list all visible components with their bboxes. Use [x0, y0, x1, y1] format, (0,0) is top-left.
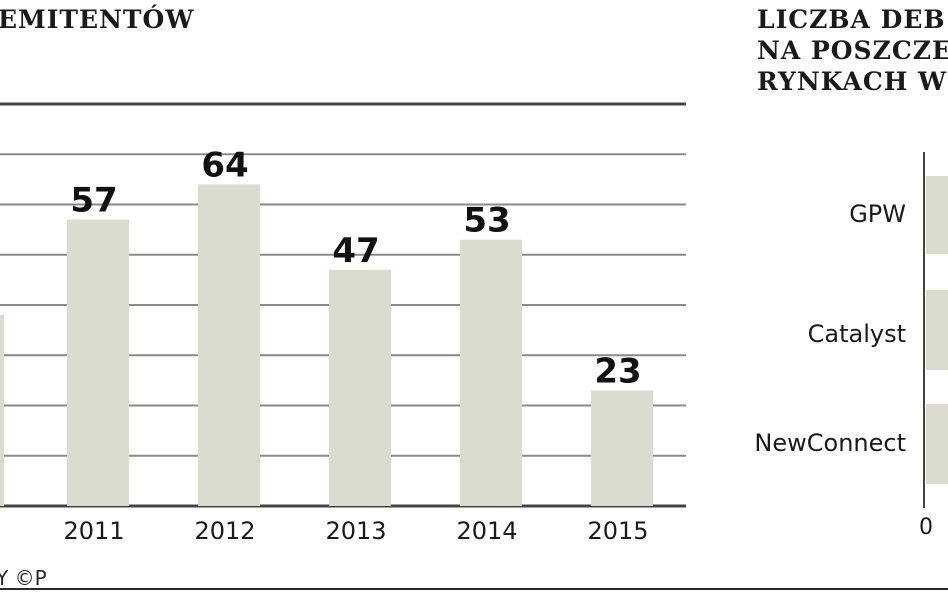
left-bars	[0, 184, 653, 507]
left-x-tick-2015: 2015	[587, 517, 648, 545]
right-category-labels: GPW Catalyst NewConnect	[754, 200, 906, 457]
right-bars	[926, 176, 948, 484]
left-x-tick-2011: 2011	[63, 517, 124, 545]
left-bar-2011	[67, 219, 129, 506]
left-x-tick-labels: 2011 2012 2013 2014 2015	[63, 517, 648, 545]
right-chart-title: LICZBA DEB NA POSZCZE RYNKACH W	[757, 4, 948, 97]
right-x-tick-0: 0	[919, 515, 933, 540]
bottom-rule	[0, 588, 948, 590]
right-bar-gpw	[926, 176, 948, 254]
source-credit: Y ©P	[0, 566, 47, 590]
left-value-labels: 57 64 47 53 23	[70, 145, 641, 391]
right-category-label-gpw: GPW	[849, 200, 906, 228]
left-chart-title: EMITENTÓW	[0, 5, 195, 34]
left-value-label-2014: 53	[463, 201, 510, 241]
left-bar-2015	[591, 390, 653, 506]
right-category-label-catalyst: Catalyst	[808, 320, 906, 348]
right-title-line-1: LICZBA DEB	[757, 5, 946, 34]
left-value-label-2012: 64	[201, 145, 248, 185]
right-title-line-2: NA POSZCZE	[757, 36, 948, 65]
right-bar-catalyst	[926, 290, 948, 370]
right-axis: 0	[919, 152, 933, 540]
right-category-label-newconnect: NewConnect	[754, 429, 906, 457]
left-bar-cropped	[0, 315, 4, 506]
right-bar-newconnect	[926, 404, 948, 484]
left-value-label-2013: 47	[332, 231, 379, 271]
left-bar-2013	[329, 269, 391, 506]
left-value-label-2011: 57	[70, 181, 117, 221]
left-x-tick-2014: 2014	[456, 517, 517, 545]
left-x-tick-2013: 2013	[325, 517, 386, 545]
left-x-tick-2012: 2012	[194, 517, 255, 545]
left-bar-2014	[460, 239, 522, 507]
left-bar-2012	[198, 184, 260, 506]
left-value-label-2015: 23	[594, 351, 641, 391]
right-title-line-3: RYNKACH W	[757, 67, 948, 96]
